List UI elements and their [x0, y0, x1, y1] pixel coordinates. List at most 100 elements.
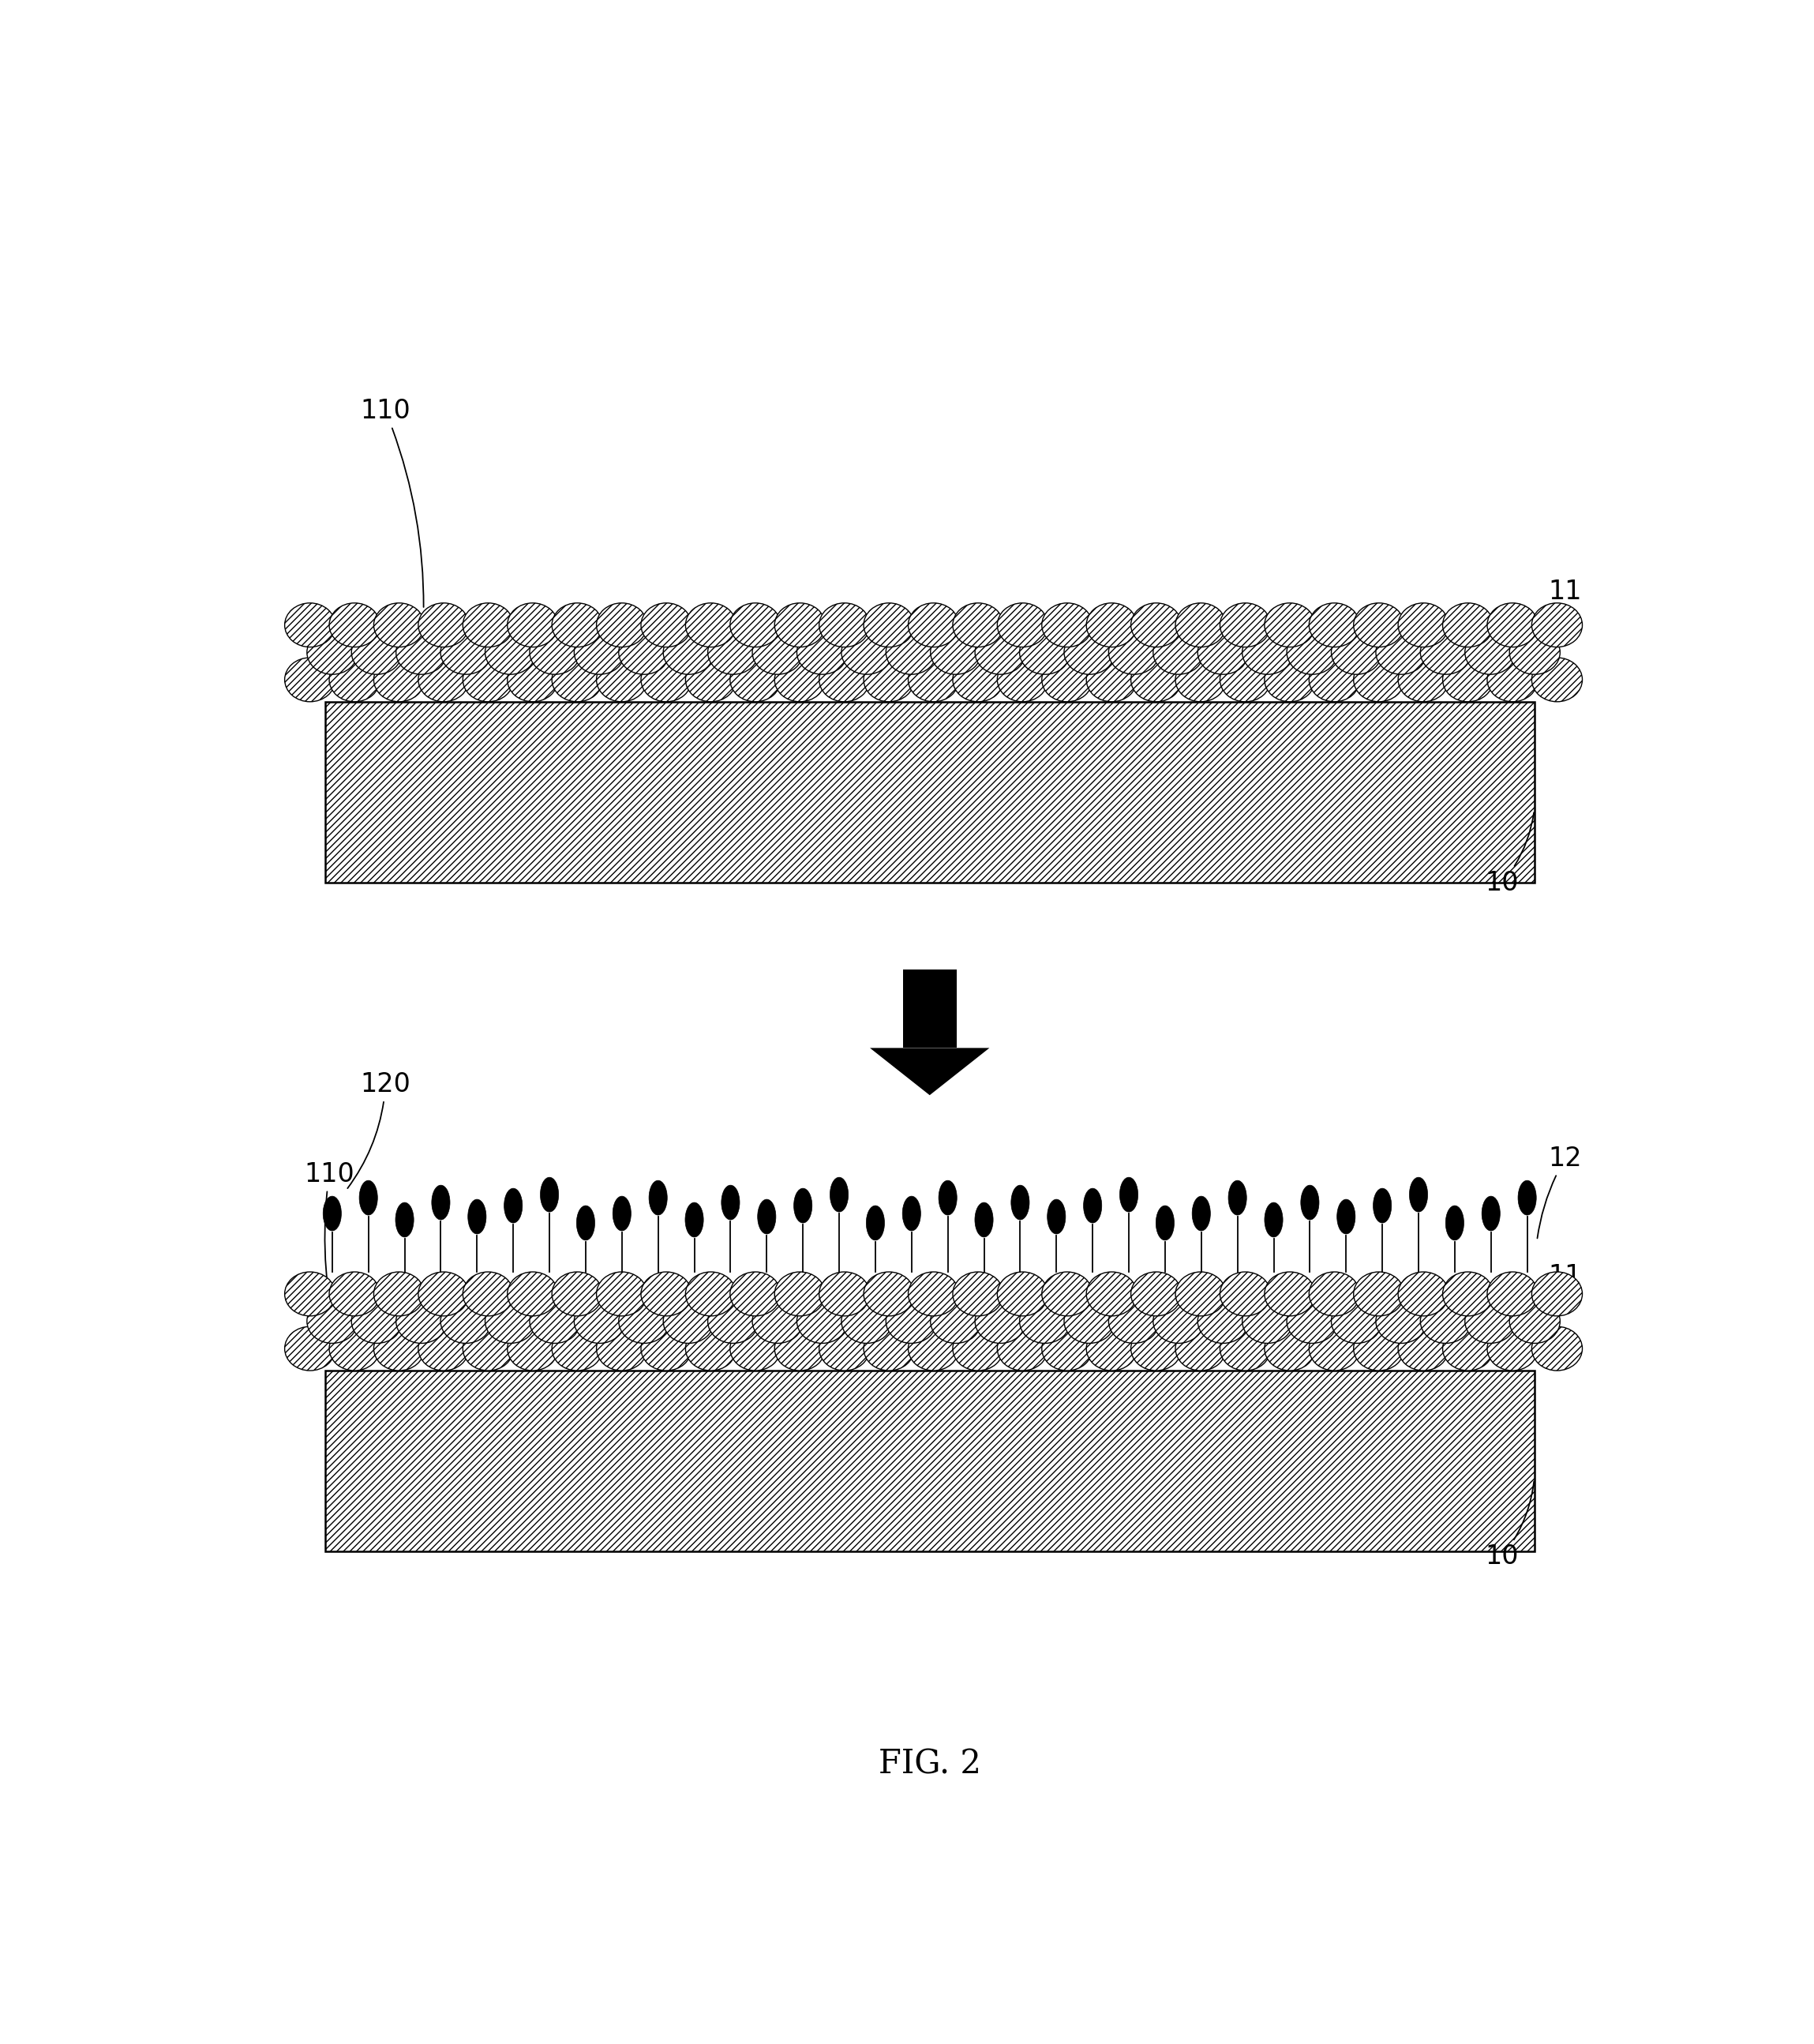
- Ellipse shape: [323, 1196, 341, 1230]
- Ellipse shape: [1087, 603, 1137, 648]
- Ellipse shape: [795, 1188, 813, 1222]
- Ellipse shape: [1531, 1271, 1582, 1316]
- Ellipse shape: [820, 1271, 869, 1316]
- Ellipse shape: [1375, 1300, 1426, 1343]
- Ellipse shape: [1065, 1300, 1114, 1343]
- Ellipse shape: [619, 1300, 669, 1343]
- Ellipse shape: [395, 1202, 414, 1237]
- Ellipse shape: [775, 1271, 825, 1316]
- Ellipse shape: [1399, 603, 1449, 648]
- Ellipse shape: [664, 630, 715, 675]
- Ellipse shape: [1019, 1300, 1070, 1343]
- Ellipse shape: [1310, 658, 1360, 701]
- Ellipse shape: [686, 1327, 736, 1372]
- Ellipse shape: [863, 603, 914, 648]
- Ellipse shape: [686, 1271, 736, 1316]
- Ellipse shape: [1175, 1271, 1226, 1316]
- Ellipse shape: [863, 1271, 914, 1316]
- Ellipse shape: [619, 630, 669, 675]
- Ellipse shape: [842, 1300, 892, 1343]
- Ellipse shape: [1509, 630, 1560, 675]
- Ellipse shape: [1518, 1181, 1536, 1214]
- Ellipse shape: [597, 1271, 648, 1316]
- Ellipse shape: [359, 1181, 377, 1214]
- Ellipse shape: [307, 630, 357, 675]
- Ellipse shape: [597, 658, 648, 701]
- Ellipse shape: [352, 630, 403, 675]
- Ellipse shape: [484, 1300, 535, 1343]
- Ellipse shape: [909, 658, 960, 701]
- Ellipse shape: [1286, 630, 1337, 675]
- Ellipse shape: [686, 1202, 704, 1237]
- Ellipse shape: [775, 603, 825, 648]
- Ellipse shape: [551, 658, 602, 701]
- Ellipse shape: [1221, 1327, 1270, 1372]
- Ellipse shape: [328, 1327, 379, 1372]
- Ellipse shape: [1243, 1300, 1293, 1343]
- Ellipse shape: [863, 658, 914, 701]
- Ellipse shape: [508, 1271, 559, 1316]
- Ellipse shape: [508, 658, 559, 701]
- Ellipse shape: [551, 1271, 602, 1316]
- Ellipse shape: [640, 658, 691, 701]
- Ellipse shape: [931, 1300, 981, 1343]
- Ellipse shape: [395, 1300, 446, 1343]
- Ellipse shape: [974, 1202, 992, 1237]
- Ellipse shape: [1442, 658, 1493, 701]
- Ellipse shape: [885, 630, 936, 675]
- Ellipse shape: [998, 658, 1048, 701]
- Ellipse shape: [1019, 630, 1070, 675]
- Ellipse shape: [468, 1200, 486, 1235]
- Ellipse shape: [285, 603, 336, 648]
- Ellipse shape: [1353, 658, 1404, 701]
- Ellipse shape: [1010, 1186, 1029, 1220]
- Ellipse shape: [1154, 1300, 1204, 1343]
- Text: 110: 110: [305, 1161, 354, 1347]
- Ellipse shape: [484, 630, 535, 675]
- Ellipse shape: [613, 1196, 631, 1230]
- Ellipse shape: [1047, 1200, 1065, 1235]
- Ellipse shape: [1487, 1327, 1538, 1372]
- Ellipse shape: [1375, 630, 1426, 675]
- Ellipse shape: [432, 1186, 450, 1220]
- Ellipse shape: [419, 1271, 468, 1316]
- Ellipse shape: [952, 1327, 1003, 1372]
- Text: 10: 10: [1486, 1482, 1535, 1570]
- Ellipse shape: [1156, 1206, 1174, 1241]
- Ellipse shape: [1154, 630, 1204, 675]
- Ellipse shape: [577, 1206, 595, 1241]
- Ellipse shape: [508, 1327, 559, 1372]
- Ellipse shape: [686, 658, 736, 701]
- Ellipse shape: [640, 1271, 691, 1316]
- Ellipse shape: [753, 1300, 804, 1343]
- Ellipse shape: [1331, 1300, 1382, 1343]
- Ellipse shape: [998, 603, 1048, 648]
- Ellipse shape: [1130, 1271, 1181, 1316]
- Bar: [903, 969, 956, 1049]
- Ellipse shape: [909, 603, 960, 648]
- Polygon shape: [871, 1049, 989, 1096]
- Ellipse shape: [1119, 1177, 1137, 1212]
- Ellipse shape: [285, 1327, 336, 1372]
- Ellipse shape: [867, 1206, 885, 1241]
- Ellipse shape: [753, 630, 804, 675]
- Ellipse shape: [885, 1300, 936, 1343]
- Ellipse shape: [1041, 1327, 1092, 1372]
- Ellipse shape: [1083, 1188, 1101, 1222]
- Ellipse shape: [441, 1300, 492, 1343]
- Ellipse shape: [419, 1327, 468, 1372]
- Ellipse shape: [395, 630, 446, 675]
- Ellipse shape: [1221, 603, 1270, 648]
- Ellipse shape: [1373, 1188, 1391, 1222]
- Ellipse shape: [952, 603, 1003, 648]
- Ellipse shape: [1446, 1206, 1464, 1241]
- Ellipse shape: [952, 1271, 1003, 1316]
- Ellipse shape: [419, 658, 468, 701]
- Ellipse shape: [1264, 603, 1315, 648]
- Ellipse shape: [820, 603, 869, 648]
- Ellipse shape: [820, 658, 869, 701]
- Ellipse shape: [831, 1177, 849, 1212]
- Ellipse shape: [1353, 1327, 1404, 1372]
- Ellipse shape: [1331, 630, 1382, 675]
- Ellipse shape: [1487, 603, 1538, 648]
